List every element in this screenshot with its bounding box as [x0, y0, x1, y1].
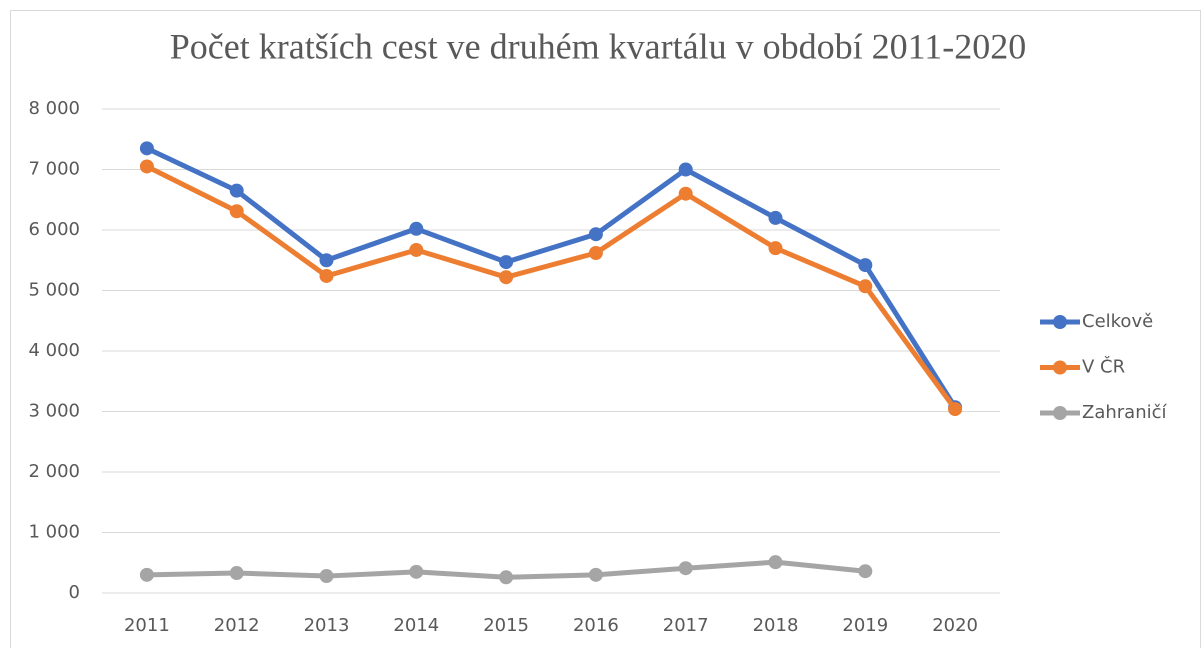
data-point — [678, 162, 693, 177]
legend-label: Celkově — [1082, 311, 1153, 332]
data-point — [139, 567, 154, 582]
data-point — [858, 279, 873, 294]
x-tick-label: 2011 — [124, 615, 170, 636]
data-point — [858, 564, 873, 579]
data-point — [768, 241, 783, 256]
series-line — [145, 146, 958, 409]
data-point — [588, 227, 603, 242]
x-tick-label: 2018 — [753, 615, 799, 636]
y-tick-label: 0 — [69, 582, 80, 603]
legend-label: Zahraničí — [1082, 402, 1168, 423]
data-point — [588, 567, 603, 582]
data-point — [319, 569, 334, 584]
y-tick-label: 1 000 — [28, 522, 80, 543]
data-point — [588, 245, 603, 260]
data-point — [229, 566, 244, 581]
x-tick-label: 2015 — [483, 615, 529, 636]
x-tick-label: 2017 — [663, 615, 709, 636]
data-point — [678, 561, 693, 576]
y-tick-label: 5 000 — [28, 280, 80, 301]
data-point — [768, 210, 783, 225]
data-point — [768, 555, 783, 570]
x-tick-label: 2014 — [393, 615, 439, 636]
legend-marker — [1053, 360, 1067, 375]
data-point — [139, 141, 154, 156]
data-point — [229, 183, 244, 198]
x-tick-label: 2013 — [304, 615, 350, 636]
data-point — [409, 564, 424, 579]
y-tick-label: 4 000 — [28, 340, 80, 361]
data-point — [499, 570, 514, 585]
chart-frame — [10, 10, 1201, 648]
data-point — [139, 159, 154, 174]
legend-marker — [1053, 315, 1067, 329]
y-tick-label: 2 000 — [28, 461, 80, 482]
y-tick-label: 6 000 — [28, 219, 80, 240]
data-point — [409, 221, 424, 236]
x-tick-label: 2019 — [842, 615, 888, 636]
x-tick-label: 2020 — [932, 615, 978, 636]
data-point — [499, 255, 514, 270]
y-tick-label: 7 000 — [28, 159, 80, 180]
x-tick-label: 2016 — [573, 615, 619, 636]
y-tick-label: 8 000 — [28, 98, 80, 119]
data-point — [229, 204, 244, 219]
legend-marker — [1053, 406, 1067, 420]
data-point — [319, 268, 334, 283]
data-point — [409, 242, 424, 257]
x-tick-label: 2012 — [214, 615, 260, 636]
legend-label: V ČR — [1082, 356, 1125, 378]
y-tick-label: 3 000 — [28, 401, 80, 422]
data-point — [858, 258, 873, 273]
data-point — [499, 270, 514, 285]
data-point — [678, 186, 693, 201]
chart-title: Počet kratších cest ve druhém kvartálu v… — [170, 26, 1026, 66]
data-point — [319, 253, 334, 268]
data-point — [948, 402, 963, 417]
series-line — [145, 164, 958, 411]
